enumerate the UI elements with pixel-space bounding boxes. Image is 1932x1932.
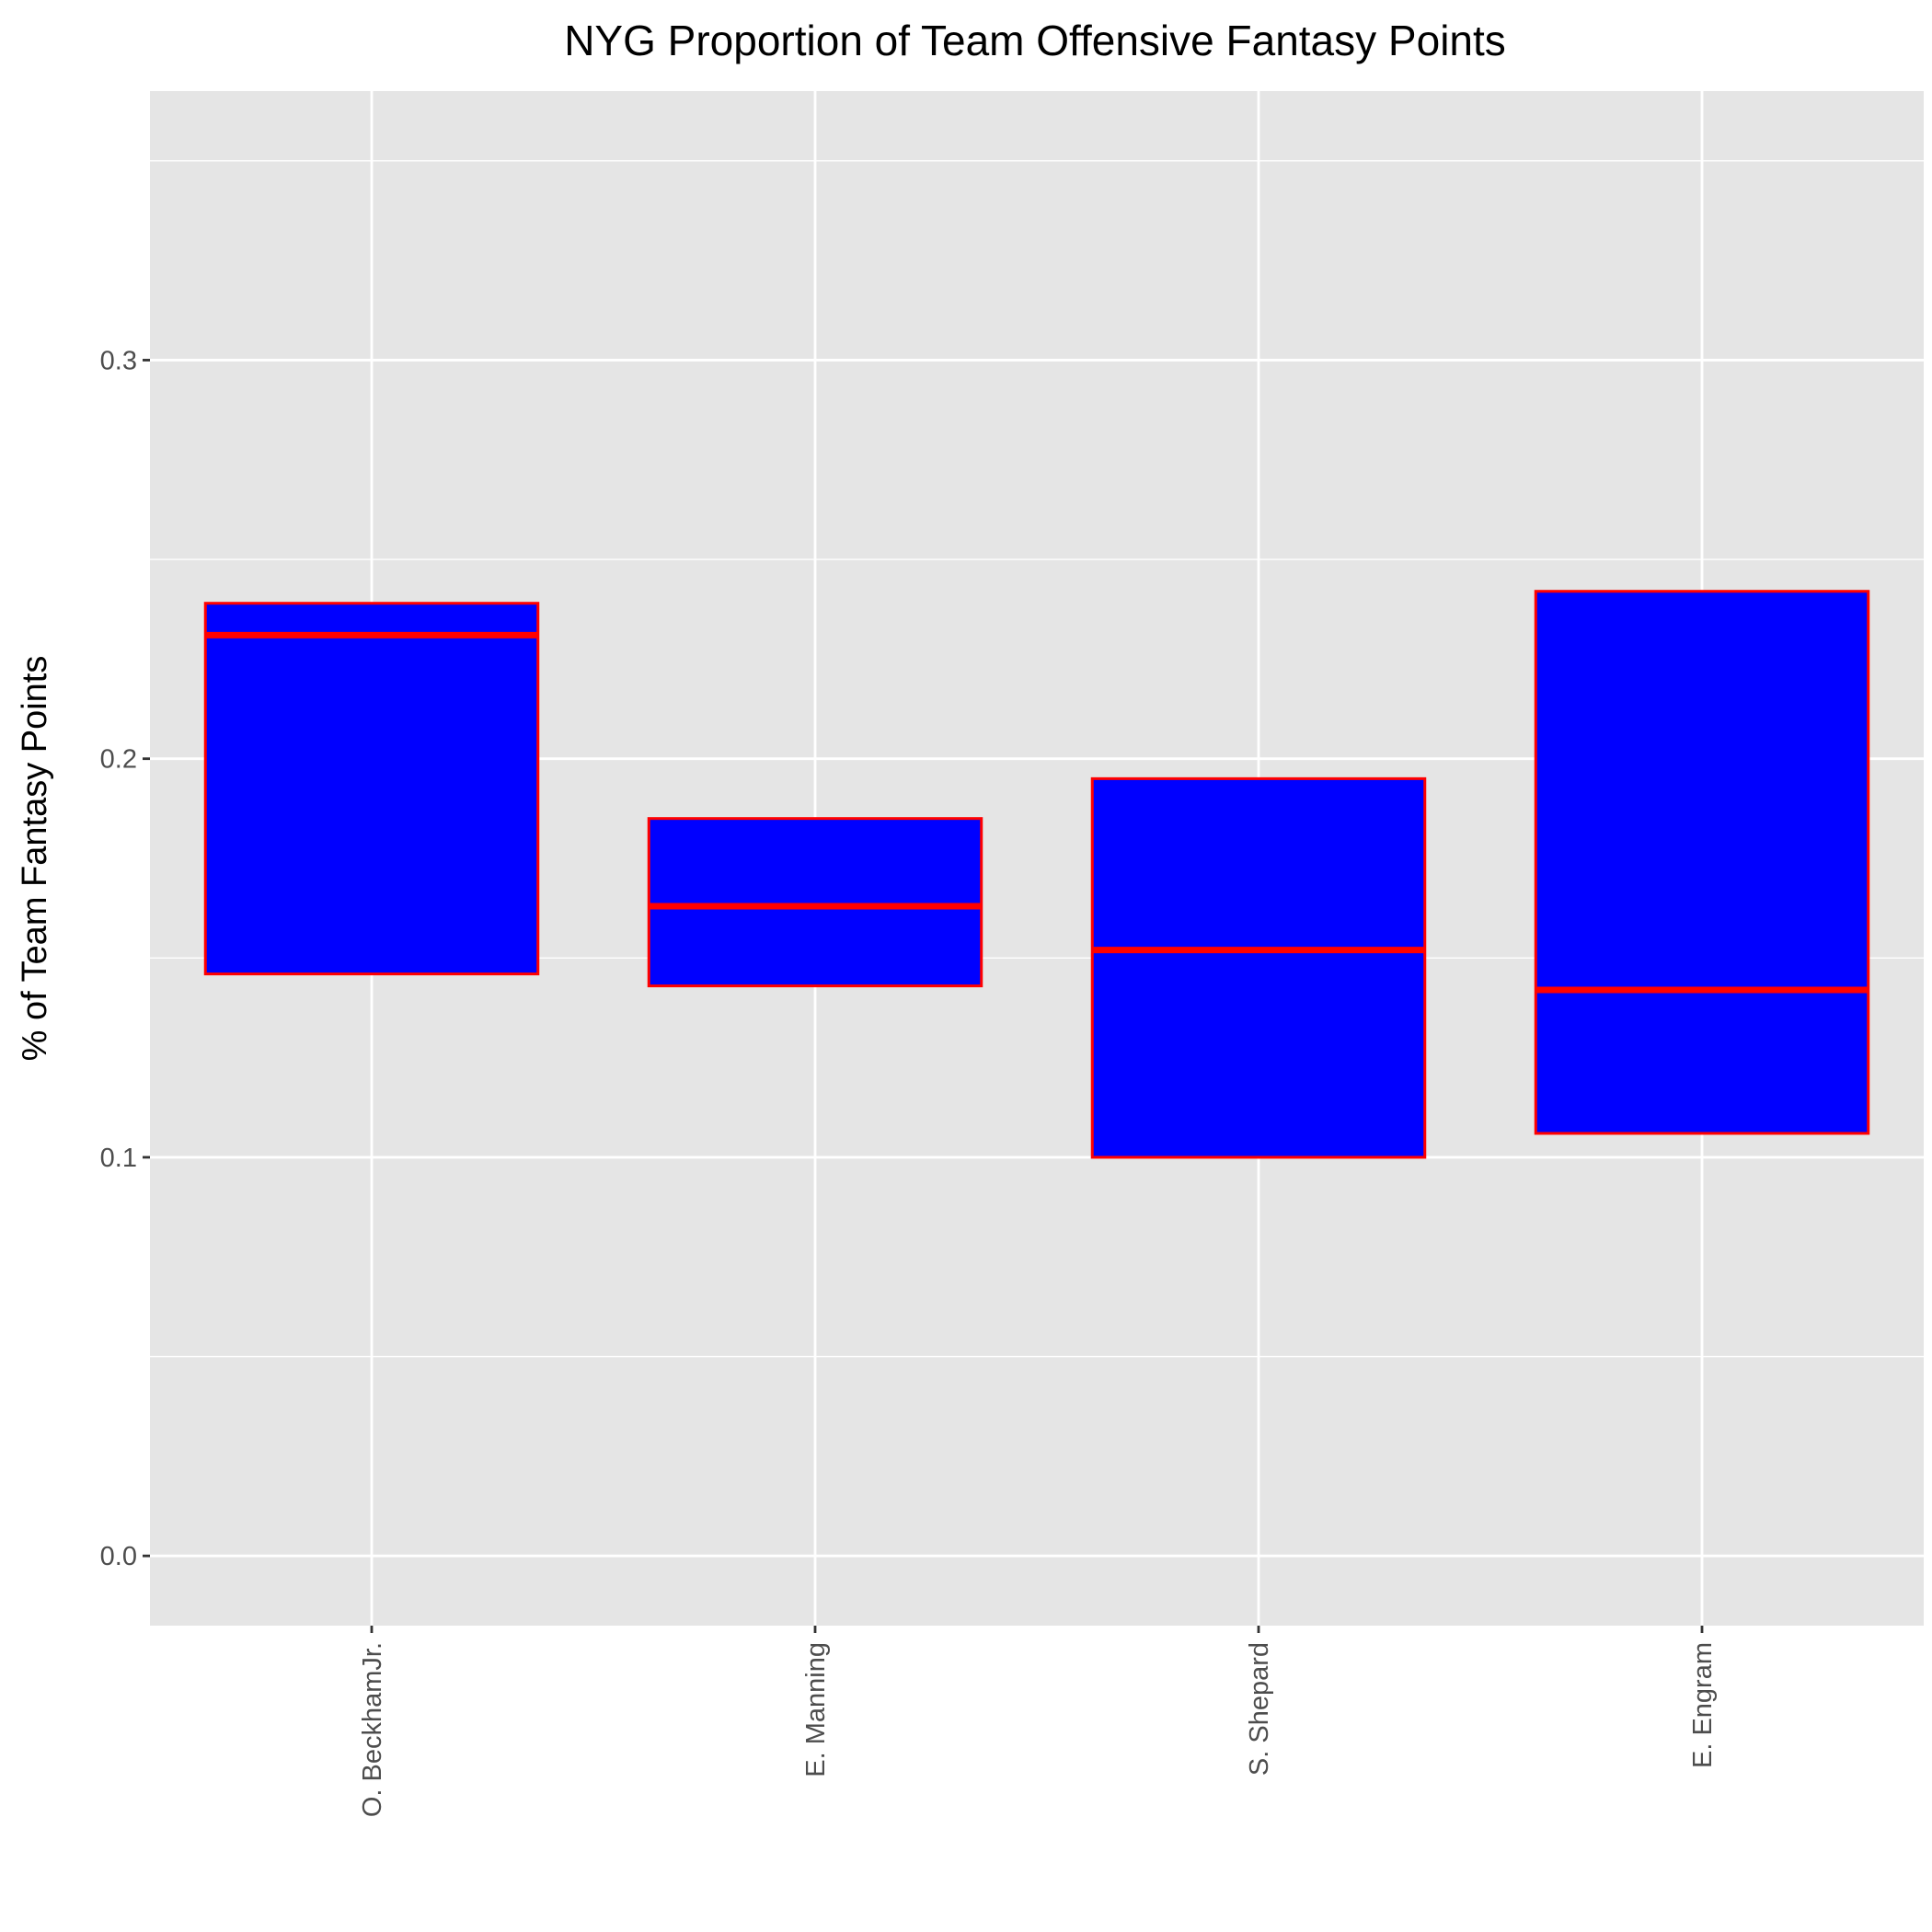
box-s-shepard bbox=[1090, 776, 1427, 1159]
y-tick-label: 0.0 bbox=[100, 1542, 137, 1571]
x-tick-label: E. Manning bbox=[801, 1642, 831, 1777]
y-axis-title: % of Team Fantasy Points bbox=[16, 656, 54, 1062]
y-tick-label: 0.1 bbox=[100, 1144, 137, 1173]
box-e-engram bbox=[1534, 590, 1870, 1135]
x-tick-label: S. Shepard bbox=[1245, 1642, 1274, 1776]
box-layer bbox=[203, 590, 1870, 1159]
y-axis: 0.0 0.1 0.2 0.3 bbox=[100, 346, 150, 1571]
chart-title: NYG Proportion of Team Offensive Fantasy… bbox=[564, 17, 1506, 64]
x-axis: O. BeckhamJr. E. Manning S. Shepard E. Engr… bbox=[358, 1626, 1718, 1817]
y-tick-label: 0.2 bbox=[100, 745, 137, 775]
box-o-beckhamjr bbox=[203, 602, 540, 976]
box-e-manning bbox=[647, 817, 983, 988]
y-tick-label: 0.3 bbox=[100, 346, 137, 375]
x-tick-label: E. Engram bbox=[1688, 1642, 1718, 1768]
x-tick-label: O. BeckhamJr. bbox=[358, 1642, 387, 1817]
